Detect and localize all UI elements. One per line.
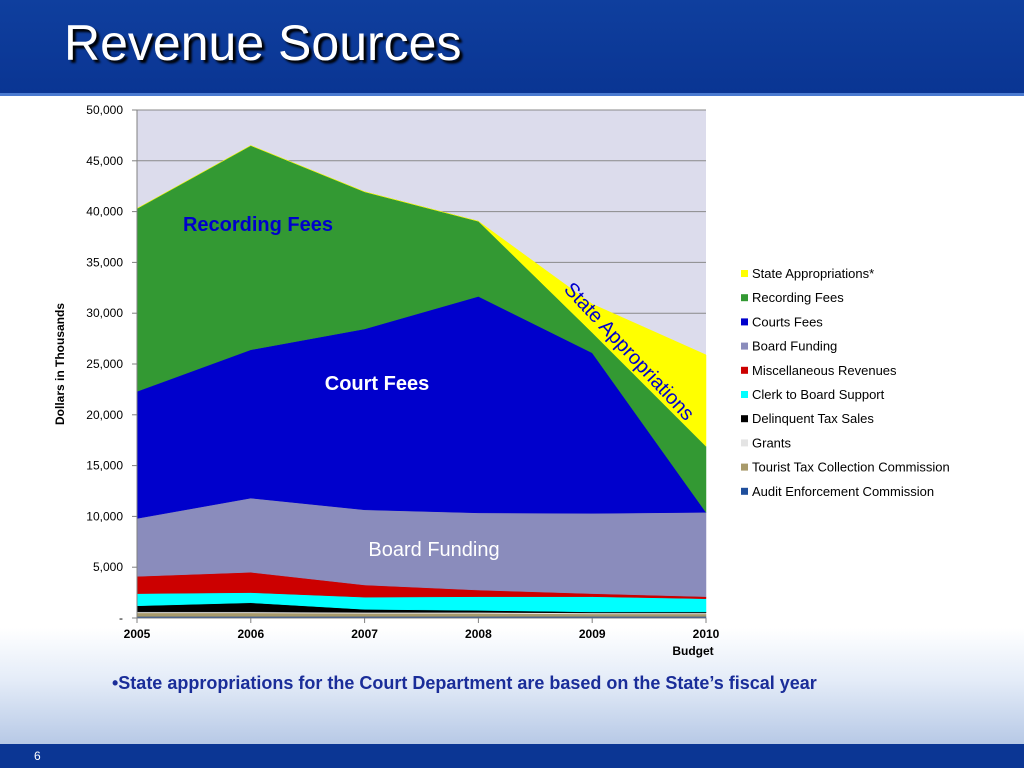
slide-title: Revenue Sources: [64, 15, 462, 71]
annotation-court-fees: Court Fees: [325, 373, 429, 395]
footnote: •State appropriations for the Court Depa…: [112, 673, 817, 693]
area-state-appropriations: [136, 145, 707, 447]
y-tick-label: 25,000: [86, 357, 123, 371]
legend-label-delinquent-tax-sales: Delinquent Tax Sales: [752, 411, 874, 426]
x-tick-label: Budget: [672, 644, 713, 658]
y-tick-label: 35,000: [86, 255, 123, 269]
header-divider: [0, 93, 1024, 96]
legend-label-audit-enforcement-commission: Audit Enforcement Commission: [752, 484, 934, 499]
y-tick-label: 40,000: [86, 205, 123, 219]
legend-swatch-board-funding: [741, 342, 748, 350]
page-number: 6: [34, 749, 41, 763]
slide-footer: [0, 744, 1024, 768]
legend-label-tourist-tax-collection-commission: Tourist Tax Collection Commission: [752, 460, 950, 475]
legend-label-board-funding: Board Funding: [752, 339, 837, 354]
decorative-background: [0, 628, 1024, 744]
legend-swatch-audit-enforcement-commission: [741, 487, 748, 495]
y-tick-label: 30,000: [86, 306, 123, 320]
x-tick-label: 2005: [124, 627, 151, 641]
x-tick-label: 2008: [465, 627, 492, 641]
legend-swatch-miscellaneous-revenues: [741, 366, 748, 374]
y-tick-label: 15,000: [86, 459, 123, 473]
y-tick-label: 20,000: [86, 408, 123, 422]
area-series: [136, 145, 707, 619]
x-tick-label: 2010: [693, 627, 720, 641]
legend-swatch-recording-fees: [741, 294, 748, 302]
legend-swatch-tourist-tax-collection-commission: [741, 463, 748, 471]
legend-swatch-state-appropriations: [741, 270, 748, 277]
legend-swatch-courts-fees: [741, 318, 748, 326]
y-tick-label: 5,000: [93, 560, 123, 574]
y-axis-title: Dollars in Thousands: [53, 303, 67, 425]
legend-label-state-appropriations: State Appropriations*: [752, 266, 874, 281]
x-tick-label: 2007: [351, 627, 378, 641]
legend-swatch-grants: [741, 439, 748, 447]
legend-label-courts-fees: Courts Fees: [752, 314, 823, 329]
legend-label-grants: Grants: [752, 435, 792, 450]
y-tick-label: 45,000: [86, 154, 123, 168]
y-tick-label: -: [119, 611, 123, 625]
annotation-recording-fees: Recording Fees: [183, 214, 333, 236]
legend-swatch-delinquent-tax-sales: [741, 415, 748, 423]
legend-label-clerk-to-board-support: Clerk to Board Support: [752, 387, 885, 402]
slide-header: [0, 0, 1024, 93]
annotation-board-funding: Board Funding: [368, 539, 499, 561]
legend: State Appropriations* Recording Fees Court…: [741, 266, 950, 499]
y-tick-label: 10,000: [86, 509, 123, 523]
x-tick-label: 2009: [579, 627, 606, 641]
legend-label-recording-fees: Recording Fees: [752, 290, 844, 305]
x-tick-label: 2006: [237, 627, 264, 641]
y-tick-label: 50,000: [86, 103, 123, 117]
legend-swatch-clerk-to-board-support: [741, 391, 748, 398]
axes: - 5,000 10,000 15,000 20,000 25,000 30,000 35,0…: [53, 103, 720, 658]
legend-label-miscellaneous-revenues: Miscellaneous Revenues: [752, 363, 897, 378]
